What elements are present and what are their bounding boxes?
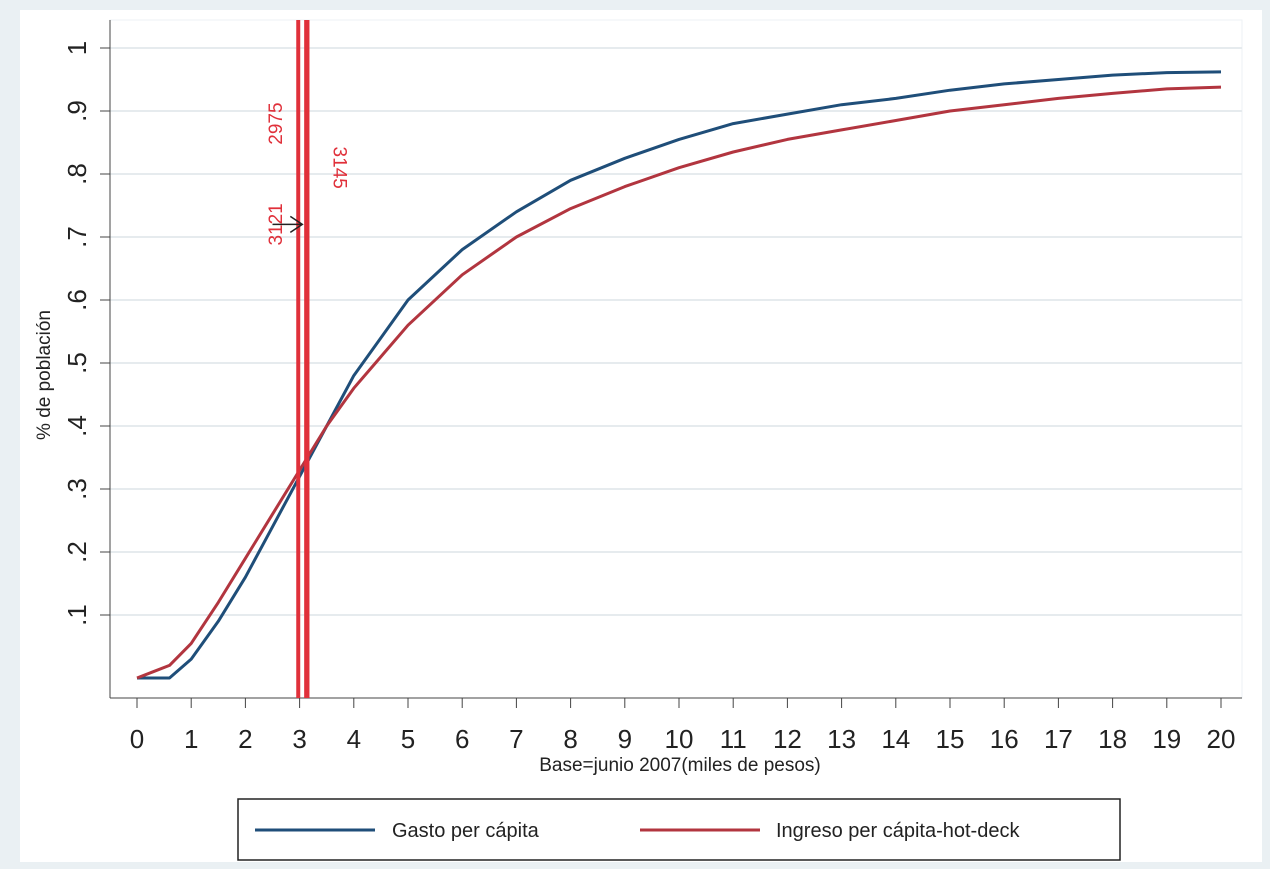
y-tick-label: .7 xyxy=(62,226,92,248)
x-tick-label: 11 xyxy=(720,724,747,754)
y-tick-label: 1 xyxy=(62,41,92,55)
reference-lines xyxy=(296,20,310,698)
y-axis-title: % de población xyxy=(34,310,55,440)
x-tick-label: 18 xyxy=(1098,724,1127,754)
x-tick-label: 0 xyxy=(130,724,144,754)
x-axis-title: Base=junio 2007(miles de pesos) xyxy=(539,755,820,776)
arrow-head xyxy=(289,215,304,234)
annotation-label: 3145 xyxy=(328,147,349,189)
x-tick-label: 14 xyxy=(881,724,910,754)
x-tick-label: 7 xyxy=(509,724,523,754)
x-tick-label: 19 xyxy=(1152,724,1181,754)
x-tick-label: 9 xyxy=(618,724,632,754)
x-tick-label: 2 xyxy=(238,724,252,754)
series-line-1 xyxy=(136,85,1222,680)
x-tick-label: 20 xyxy=(1207,724,1236,754)
x-tick-label: 4 xyxy=(347,724,361,754)
y-tick-label: .5 xyxy=(62,352,92,374)
y-tick-label: .2 xyxy=(62,541,92,563)
legend: Gasto per cápita Ingreso per cápita-hot-… xyxy=(237,798,1121,861)
y-tick-label: .1 xyxy=(62,604,92,626)
x-tick-label: 15 xyxy=(936,724,965,754)
legend-label-gasto: Gasto per cápita xyxy=(392,820,540,842)
x-axis: 0 1 2 3 4 5 6 7 8 9 10 11 12 13 14 15 16 17 18 19 20 xyxy=(110,697,1242,754)
x-tick-label: 13 xyxy=(827,724,856,754)
series-line-0 xyxy=(137,70,1222,680)
x-tick-label: 10 xyxy=(665,724,694,754)
y-tick-label: .3 xyxy=(62,478,92,500)
annotation-label: 2975 xyxy=(266,102,287,144)
x-tick-label: 16 xyxy=(990,724,1019,754)
series-lines xyxy=(136,70,1222,680)
x-tick-label: 5 xyxy=(401,724,415,754)
x-tick-label: 17 xyxy=(1044,724,1073,754)
y-tick-label: .6 xyxy=(62,289,92,311)
y-tick-label: .8 xyxy=(62,163,92,185)
x-tick-label: 1 xyxy=(184,724,198,754)
x-tick-label: 3 xyxy=(292,724,306,754)
x-tick-label: 8 xyxy=(563,724,577,754)
x-tick-label: 6 xyxy=(455,724,469,754)
x-tick-label: 12 xyxy=(773,724,802,754)
y-tick-label: .9 xyxy=(62,100,92,122)
y-tick-label: .4 xyxy=(62,415,92,437)
legend-label-ingreso: Ingreso per cápita-hot-deck xyxy=(776,820,1020,842)
y-axis: .1 .2 .3 .4 .5 .6 .7 .8 .9 1 xyxy=(62,20,111,698)
